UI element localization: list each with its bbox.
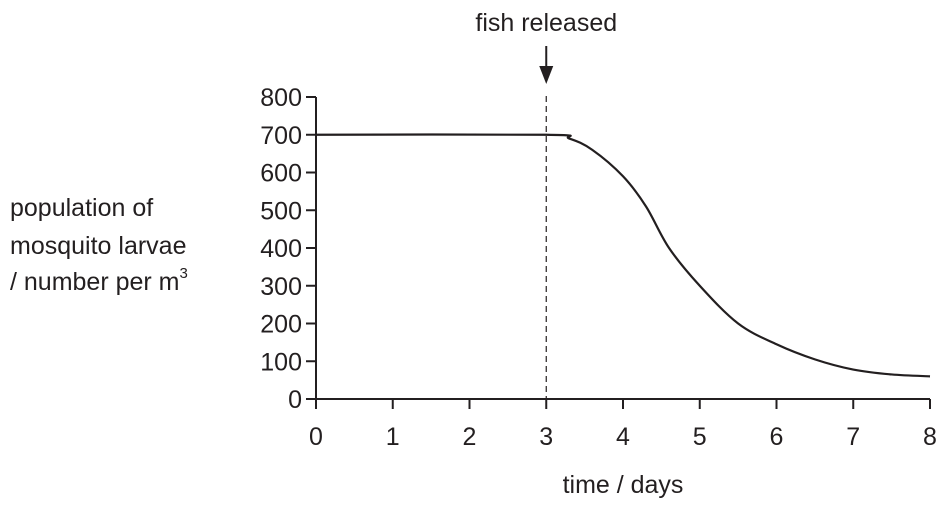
y-axis-title-text: / number per m (10, 268, 180, 296)
y-tick-label-0: 0 (288, 386, 302, 414)
x-tick-label-3: 3 (539, 423, 553, 451)
fish-released-arrow-head (539, 66, 554, 84)
y-axis-title-line-1: population of (10, 194, 154, 222)
y-tick-label-500: 500 (260, 197, 302, 225)
x-axis-title: time / days (563, 471, 684, 499)
y-tick-label-200: 200 (260, 311, 302, 339)
y-tick-label-100: 100 (260, 348, 302, 376)
annotation-layer: fish released (475, 9, 617, 399)
y-tick-label-600: 600 (260, 160, 302, 188)
y-axis: 0 100 200 300 400 500 600 700 800 (260, 84, 317, 414)
y-tick-label-800: 800 (260, 84, 302, 112)
y-axis-title-superscript: 3 (179, 265, 188, 282)
y-tick-label-300: 300 (260, 273, 302, 301)
x-tick-label-8: 8 (923, 423, 937, 451)
data-layer (315, 133, 931, 378)
y-tick-label-400: 400 (260, 235, 302, 263)
x-tick-label-4: 4 (616, 423, 630, 451)
x-tick-label-1: 1 (386, 423, 400, 451)
x-tick-label-2: 2 (463, 423, 477, 451)
x-tick-label-0: 0 (309, 423, 323, 451)
x-tick-label-7: 7 (846, 423, 860, 451)
y-tick-label-700: 700 (260, 122, 302, 150)
x-tick-label-6: 6 (770, 423, 784, 451)
fish-released-label: fish released (475, 9, 617, 37)
x-tick-label-5: 5 (693, 423, 707, 451)
y-axis-title-line-2: mosquito larvae (10, 232, 187, 260)
series-line-0 (315, 133, 931, 378)
x-axis: 0 1 2 3 4 5 6 7 8 (309, 398, 937, 451)
y-axis-title-line-3: / number per m3 (10, 265, 188, 297)
